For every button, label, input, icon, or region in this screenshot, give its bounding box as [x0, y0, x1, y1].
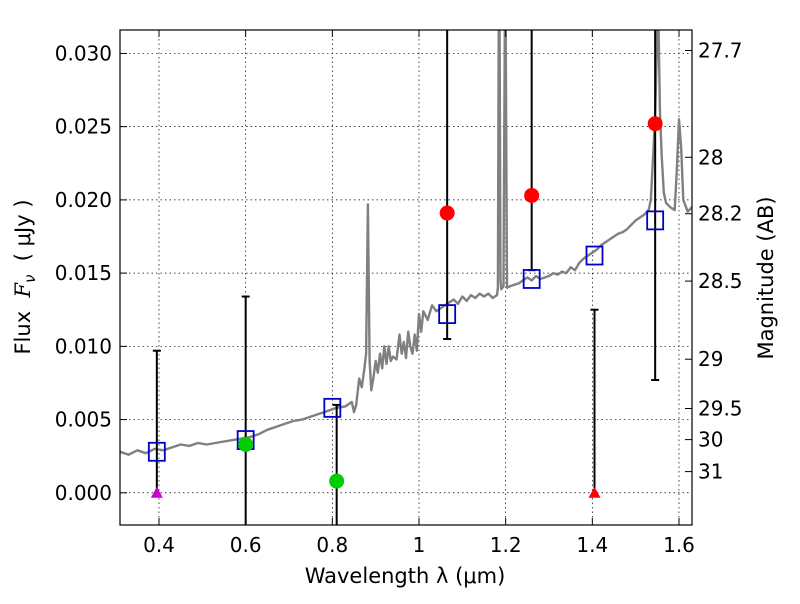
x-tick-label: 0.8 — [316, 533, 348, 557]
magnitude-tick-label: 27.7 — [698, 38, 743, 62]
upper-limit-triangle — [150, 486, 163, 498]
observed-flux-point — [647, 116, 663, 132]
x-axis-label: Wavelength λ (μm) — [305, 564, 506, 588]
y-tick-label: 0.000 — [55, 481, 112, 505]
grid — [120, 30, 692, 525]
x-tick-label: 1.2 — [490, 533, 522, 557]
error-bars — [152, 30, 660, 525]
tick-labels: 0.4 0.6 0.8 1 1.2 1.4 1.6 0.000 0.005 0.010 0.015 0… — [55, 38, 743, 557]
y-tick-label: 0.010 — [55, 334, 112, 358]
y-tick-label: 0.005 — [55, 408, 112, 432]
model-photometry-square — [323, 397, 342, 418]
y-axis-label: Flux Fν ( μJy ) — [11, 199, 39, 354]
upper-limit-triangle — [588, 486, 601, 498]
plot-frame — [119, 29, 693, 526]
y-tick-label: 0.015 — [55, 261, 112, 285]
data-markers — [147, 116, 665, 498]
x-tick-label: 0.6 — [230, 533, 262, 557]
magnitude-tick-label: 28.5 — [698, 269, 743, 293]
observed-flux-point — [329, 473, 345, 489]
observed-flux-point — [524, 187, 540, 203]
observed-flux-point — [238, 436, 254, 452]
magnitude-tick-label: 30 — [698, 428, 723, 452]
y-axis-label-F: F — [11, 282, 35, 299]
y-tick-label: 0.030 — [55, 41, 112, 65]
right-axis-label: Magnitude (AB) — [754, 196, 778, 359]
ticks — [120, 30, 692, 525]
x-tick-label: 0.4 — [143, 533, 175, 557]
model-photometry-square — [522, 269, 541, 289]
x-tick-label: 1 — [413, 533, 426, 557]
model-photometry-square — [646, 210, 665, 231]
magnitude-tick-label: 28.2 — [698, 202, 743, 226]
model-spectrum — [120, 30, 692, 456]
magnitude-tick-label: 29 — [698, 347, 723, 371]
model-photometry-square — [147, 441, 166, 462]
y-axis-label-nu: ν — [21, 275, 39, 283]
y-axis-label-prefix: Flux — [11, 298, 35, 355]
observed-flux-point — [439, 205, 455, 221]
model-photometry-square — [438, 304, 457, 325]
model-photometry-square — [585, 245, 604, 266]
model-spectrum-line — [120, 30, 692, 456]
magnitude-tick-label: 28 — [698, 145, 723, 169]
x-tick-label: 1.6 — [663, 533, 695, 557]
magnitude-tick-label: 29.5 — [698, 397, 743, 421]
y-tick-label: 0.020 — [55, 188, 112, 212]
y-tick-label: 0.025 — [55, 115, 112, 139]
magnitude-tick-label: 31 — [698, 460, 723, 484]
x-tick-label: 1.4 — [576, 533, 608, 557]
y-axis-label-suffix: ( μJy ) — [11, 199, 35, 274]
